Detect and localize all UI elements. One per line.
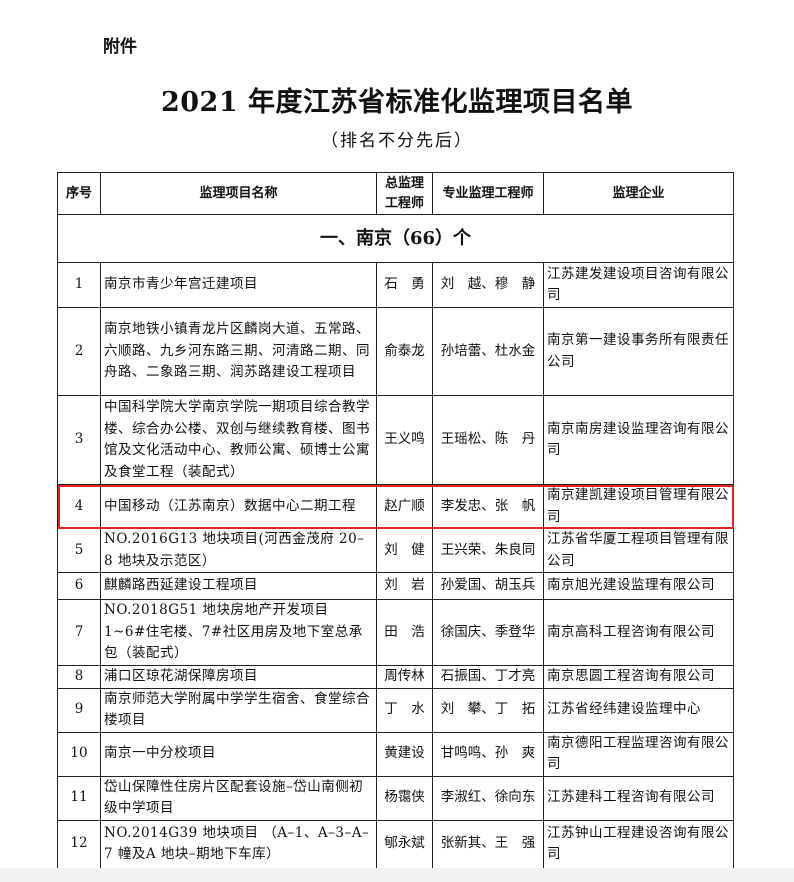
cell-chief: 刘 岩	[376, 572, 433, 600]
cell-no: 10	[57, 731, 101, 777]
page-subtitle: （排名不分先后）	[321, 131, 473, 151]
cell-name: 麒麟路西延建设工程项目	[100, 572, 377, 600]
cell-chief: 刘 健	[376, 528, 433, 573]
cell-name: 南京一中分校项目	[100, 731, 377, 777]
cell-co: 江苏钟山工程建设咨询有限公司	[543, 819, 734, 869]
cell-co: 江苏省经纬建设监理中心	[543, 687, 734, 733]
cell-eng: 徐国庆、季登华	[432, 599, 544, 666]
cell-name: 中国移动（江苏南京）数据中心二期工程	[100, 484, 377, 529]
cell-name: 岱山保障性住房片区配套设施–岱山南侧初级中学项目	[100, 775, 377, 821]
cell-name: NO.2016G13 地块项目(河西金茂府 20–8 地块及示范区）	[100, 528, 377, 573]
cell-no: 8	[57, 664, 101, 689]
cell-chief: 俞泰龙	[376, 307, 433, 396]
table-row: 9 南京师范大学附属中学学生宿舍、食堂综合楼项目丁 水刘 攀、丁 拓江苏省经纬建设…	[57, 687, 734, 733]
cell-co: 江苏省华厦工程项目管理有限公司	[543, 528, 734, 573]
cell-no: 1	[57, 262, 101, 308]
cell-name: 中国科学院大学南京学院一期项目综合教学楼、综合办公楼、双创与继续教育楼、图书馆及…	[100, 395, 377, 485]
project-table: 序号 监理项目名称 总监理工程师 专业监理工程师 监理企业 一、南京（66）个 …	[57, 172, 734, 869]
page-bottom-band	[0, 868, 794, 882]
table-row: 5 NO.2016G13 地块项目(河西金茂府 20–8 地块及示范区）刘 健王兴…	[57, 528, 734, 573]
cell-eng: 石振国、丁才亮	[432, 664, 544, 689]
cell-eng: 孙爱国、胡玉兵	[432, 572, 544, 600]
table-row: 10 南京一中分校项目 黄建设 甘鸣鸣、孙 爽南京德阳工程监理咨询有限公司	[57, 731, 734, 777]
cell-no: 5	[57, 528, 101, 573]
cell-eng: 王瑶松、陈 丹	[432, 395, 544, 485]
cell-name: 南京师范大学附属中学学生宿舍、食堂综合楼项目	[100, 687, 377, 733]
cell-eng: 王兴荣、朱良同	[432, 528, 544, 573]
cell-chief: 黄建设	[376, 731, 433, 777]
cell-no: 2	[57, 307, 101, 396]
cell-chief: 田 浩	[376, 599, 433, 666]
cell-co: 南京第一建设事务所有限责任公司	[543, 307, 734, 396]
cell-co: 江苏建科工程咨询有限公司	[543, 775, 734, 821]
section-title: 一、南京（66）个	[57, 214, 734, 263]
cell-eng: 李淑红、徐向东	[432, 775, 544, 821]
cell-name: NO.2018G51 地块房地产开发项目 1~6#住宅楼、7#社区用房及地下室总…	[100, 599, 377, 666]
table-row: 3 中国科学院大学南京学院一期项目综合教学楼、综合办公楼、双创与继续教育楼、图书馆…	[57, 395, 734, 485]
cell-no: 3	[57, 395, 101, 485]
cell-co: 南京德阳工程监理咨询有限公司	[543, 731, 734, 777]
header-project: 监理项目名称	[100, 172, 377, 215]
cell-eng: 刘 攀、丁 拓	[432, 687, 544, 733]
cell-name: 南京地铁小镇青龙片区麟岗大道、五常路、六顺路、九乡河东路三期、河清路二期、同舟路…	[100, 307, 377, 396]
cell-no: 11	[57, 775, 101, 821]
cell-no: 4	[57, 484, 101, 529]
section-row: 一、南京（66）个	[57, 214, 734, 263]
cell-no: 9	[57, 687, 101, 733]
cell-no: 12	[57, 819, 101, 869]
cell-eng: 刘 越、穆 静	[432, 262, 544, 308]
cell-chief: 赵广顺	[376, 484, 433, 529]
header-engineers: 专业监理工程师	[432, 172, 544, 215]
table-row: 8 浦口区琼花湖保障房项目 周传林 石振国、丁才亮 南京思圆工程咨询有限公司	[57, 664, 734, 689]
cell-co: 江苏建发建设项目咨询有限公司	[543, 262, 734, 308]
table-row: 2 南京地铁小镇青龙片区麟岗大道、五常路、六顺路、九乡河东路三期、河清路二期、同舟…	[57, 307, 734, 396]
cell-chief: 丁 水	[376, 687, 433, 733]
cell-chief: 周传林	[376, 664, 433, 689]
page-title: 2021 年度江苏省标准化监理项目名单	[160, 87, 634, 118]
cell-co: 南京旭光建设监理有限公司	[543, 572, 734, 600]
table-row: 11 岱山保障性住房片区配套设施–岱山南侧初级中学项目 杨霭侠 李淑红、徐向东 江苏建科…	[57, 775, 734, 821]
attachment-label: 附件	[103, 37, 137, 57]
cell-name: NO.2014G39 地块项目 （A–1、A–3–A–7 幢及A 地块–期地下车…	[100, 819, 377, 869]
table-header-row: 序号 监理项目名称 总监理工程师 专业监理工程师 监理企业	[57, 172, 734, 215]
table-row: 6 麒麟路西延建设工程项目刘 岩孙爱国、胡玉兵 南京旭光建设监理有限公司	[57, 572, 734, 600]
cell-eng: 张新其、王 强	[432, 819, 544, 869]
cell-no: 7	[57, 599, 101, 666]
header-no: 序号	[57, 172, 101, 215]
cell-co: 南京南房建设监理咨询有限公司	[543, 395, 734, 485]
header-chief: 总监理工程师	[376, 172, 433, 215]
table-row: 12 NO.2014G39 地块项目 （A–1、A–3–A–7 幢及A 地块–期地…	[57, 819, 734, 869]
cell-no: 6	[57, 572, 101, 600]
cell-chief: 郇永斌	[376, 819, 433, 869]
cell-name: 南京市青少年宫迁建项目	[100, 262, 377, 308]
cell-chief: 王义鸣	[376, 395, 433, 485]
cell-co: 南京思圆工程咨询有限公司	[543, 664, 734, 689]
cell-eng: 孙培蕾、杜水金	[432, 307, 544, 396]
cell-eng: 李发忠、张 帆	[432, 484, 544, 529]
table-row: 7 NO.2018G51 地块房地产开发项目 1~6#住宅楼、7#社区用房及地下室…	[57, 599, 734, 666]
cell-co: 南京高科工程咨询有限公司	[543, 599, 734, 666]
cell-co: 南京建凯建设项目管理有限公司	[543, 484, 734, 529]
cell-chief: 石 勇	[376, 262, 433, 308]
cell-eng: 甘鸣鸣、孙 爽	[432, 731, 544, 777]
cell-chief: 杨霭侠	[376, 775, 433, 821]
cell-name: 浦口区琼花湖保障房项目	[100, 664, 377, 689]
header-company: 监理企业	[543, 172, 734, 215]
table-row: 1 南京市青少年宫迁建项目石 勇刘 越、穆 静江苏建发建设项目咨询有限公司	[57, 262, 734, 308]
table-row: 4 中国移动（江苏南京）数据中心二期工程 赵广顺 李发忠、张 帆南京建凯建设项目管理有…	[57, 484, 734, 529]
